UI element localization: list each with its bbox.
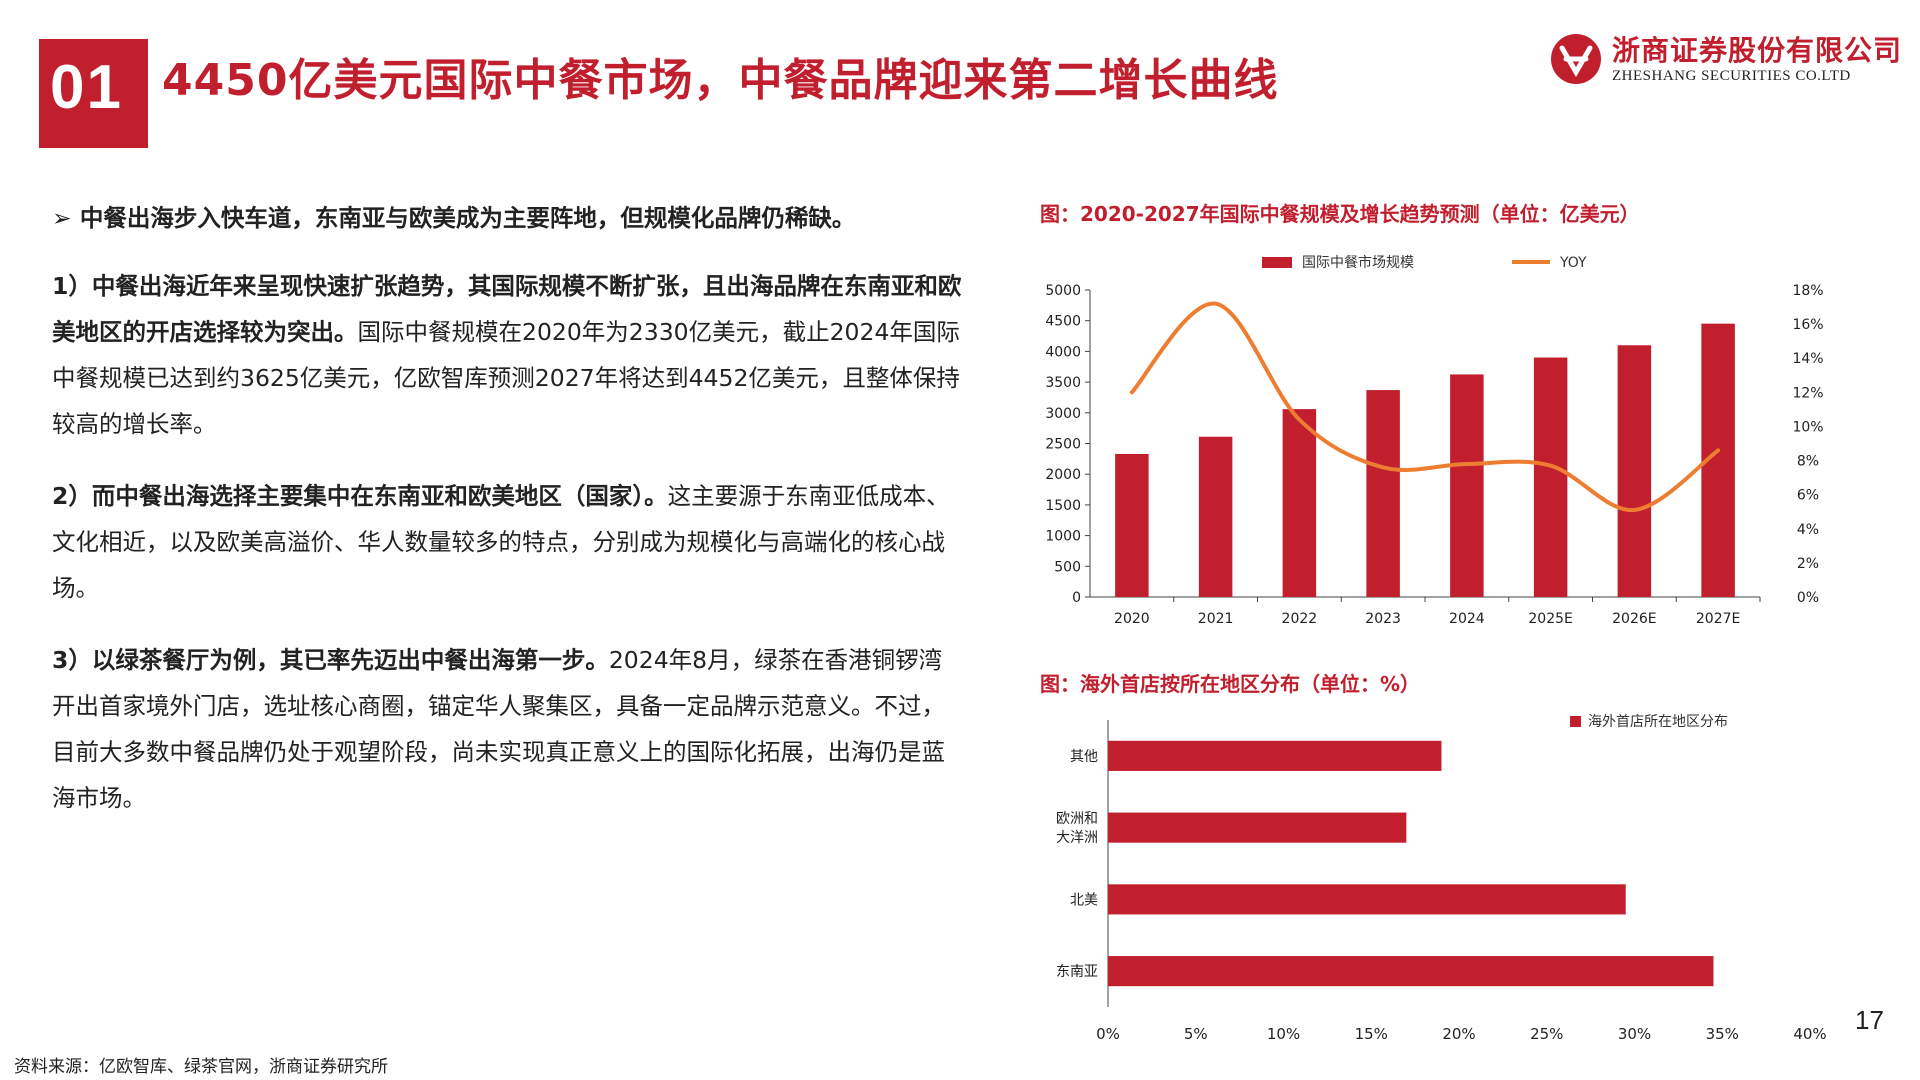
bar-1: [1108, 740, 1442, 771]
first-store-region-chart: 海外首店所在地区分布 0% 5% 10% 15% 20% 25% 30% 35% 40% 其他欧洲和…: [1056, 714, 1827, 1043]
y-category-label: 北美: [1070, 892, 1098, 908]
paragraph-3: 3）以绿茶餐厅为例，其已率先迈出中餐出海第一步。2024年8月，绿茶在香港铜锣湾…: [52, 637, 962, 821]
x-tick-label: 0%: [1096, 1025, 1120, 1043]
paragraph-2-body: 这主要源于东南亚低成本、文化相近，以及欧美高溢价、华人数量较多的特点，分别成为规…: [52, 482, 950, 602]
paragraph-2: 2）而中餐出海选择主要集中在东南亚和欧美地区（国家）。这主要源于东南亚低成本、文…: [52, 473, 962, 611]
x-tick-label: 30%: [1618, 1025, 1651, 1043]
market-size-chart: 国际中餐市场规模 YOY 0 500 1000 1500 2000 2500 3000 3500 4…: [1045, 254, 1823, 627]
x-tick-label: 2021: [1198, 611, 1234, 627]
x-tick-label: 25%: [1530, 1025, 1563, 1043]
x-tick-label: 5%: [1184, 1025, 1208, 1043]
bar-2023: [1366, 390, 1400, 597]
y2-tick-label: 18%: [1792, 283, 1823, 299]
x-tick-label: 2027E: [1696, 611, 1740, 627]
y-tick-label: 0: [1072, 590, 1081, 606]
x-tick-label: 40%: [1793, 1025, 1826, 1043]
x-tick-label: 2024: [1449, 611, 1485, 627]
y-tick-label: 500: [1054, 559, 1081, 575]
paragraph-1: 1）中餐出海近年来呈现快速扩张趋势，其国际规模不断扩张，且出海品牌在东南亚和欧美…: [52, 263, 962, 447]
bar-2: [1108, 812, 1407, 843]
bar-2022: [1282, 409, 1317, 597]
x-tick-label: 20%: [1442, 1025, 1475, 1043]
section-badge: [39, 39, 148, 148]
body-text: ➢ 中餐出海步入快车道，东南亚与欧美成为主要阵地，但规模化品牌仍稀缺。 1）中餐…: [52, 195, 962, 847]
chart2-title: 图：海外首店按所在地区分布（单位：%）: [1040, 672, 1421, 696]
y2-tick-label: 12%: [1792, 385, 1823, 401]
y2-tick-label: 0%: [1797, 590, 1819, 606]
source-note: 资料来源：亿欧智库、绿茶官网，浙商证券研究所: [14, 1057, 388, 1077]
paragraph-2-lead: 2）而中餐出海选择主要集中在东南亚和欧美地区（国家）。: [52, 482, 668, 510]
bar-4: [1108, 956, 1714, 987]
x-tick-label: 2022: [1282, 611, 1318, 627]
y2-tick-label: 10%: [1792, 419, 1823, 435]
y-category-label: 欧洲和: [1056, 811, 1098, 827]
y2-tick-label: 4%: [1797, 522, 1819, 538]
x-tick-label: 2023: [1365, 611, 1401, 627]
legend-label-bar: 国际中餐市场规模: [1302, 254, 1414, 271]
page-number: 17: [1855, 1005, 1884, 1035]
y2-tick-label: 14%: [1792, 351, 1823, 367]
paragraph-1-lead: 1）中餐出海近年来呈现快速扩张趋势，其国际规模不断扩张，且出海品牌在东南亚和欧美…: [52, 272, 962, 346]
bar-2024: [1450, 374, 1484, 597]
bullet-line: ➢ 中餐出海步入快车道，东南亚与欧美成为主要阵地，但规模化品牌仍稀缺。: [52, 195, 962, 241]
y-tick-label: 1500: [1045, 498, 1081, 514]
x-tick-label: 15%: [1355, 1025, 1388, 1043]
y-tick-label: 4500: [1045, 314, 1081, 330]
y-tick-label: 5000: [1045, 283, 1081, 299]
y2-tick-label: 8%: [1797, 454, 1819, 470]
y-tick-label: 2000: [1045, 467, 1081, 483]
legend-swatch-bar: [1262, 257, 1292, 268]
bullet-text: 中餐出海步入快车道，东南亚与欧美成为主要阵地，但规模化品牌仍稀缺。: [79, 204, 856, 232]
legend-label: 海外首店所在地区分布: [1588, 714, 1728, 730]
bar-3: [1108, 884, 1626, 915]
bullet-arrow-icon: ➢: [52, 204, 72, 232]
x-tick-label: 35%: [1706, 1025, 1739, 1043]
y-tick-label: 2500: [1045, 437, 1081, 453]
paragraph-1-body: 国际中餐规模在2020年为2330亿美元，截止2024年国际中餐规模已达到约36…: [52, 318, 960, 438]
y2-tick-label: 6%: [1797, 488, 1819, 504]
legend-label-line: YOY: [1559, 255, 1587, 271]
y-tick-label: 4000: [1045, 344, 1081, 360]
y-category-label: 其他: [1070, 749, 1098, 765]
bar-2026E: [1617, 345, 1652, 597]
logo-text-en: ZHESHANG SECURITIES CO.LTD: [1612, 68, 1851, 84]
y-category-label: 大洋洲: [1056, 830, 1098, 846]
paragraph-3-body: 2024年8月，绿茶在香港铜锣湾开出首家境外门店，选址核心商圈，锚定华人聚集区，…: [52, 646, 945, 812]
paragraph-3-lead: 3）以绿茶餐厅为例，其已率先迈出中餐出海第一步。: [52, 646, 609, 674]
bar-2021: [1198, 436, 1233, 597]
yoy-line: [1129, 301, 1721, 513]
y-tick-label: 3000: [1045, 406, 1081, 422]
y-tick-label: 1000: [1045, 529, 1081, 545]
legend-swatch: [1570, 716, 1581, 727]
x-tick-label: 2020: [1114, 611, 1150, 627]
y-tick-label: 3500: [1045, 375, 1081, 391]
y2-tick-label: 2%: [1797, 556, 1819, 572]
logo-text-cn: 浙商证券股份有限公司: [1612, 34, 1903, 67]
y2-tick-label: 16%: [1792, 317, 1823, 333]
x-tick-label: 10%: [1267, 1025, 1300, 1043]
page-title: 4450亿美元国际中餐市场，中餐品牌迎来第二增长曲线: [162, 55, 1279, 106]
x-tick-label: 2025E: [1528, 611, 1572, 627]
chart1-title: 图：2020-2027年国际中餐规模及增长趋势预测（单位：亿美元）: [1040, 202, 1640, 226]
company-logo: [1551, 34, 1601, 84]
bar-2020: [1115, 453, 1149, 597]
x-tick-label: 2026E: [1612, 611, 1656, 627]
section-number: 01: [50, 53, 123, 122]
bar-2025E: [1533, 357, 1568, 597]
y-category-label: 东南亚: [1056, 964, 1098, 980]
